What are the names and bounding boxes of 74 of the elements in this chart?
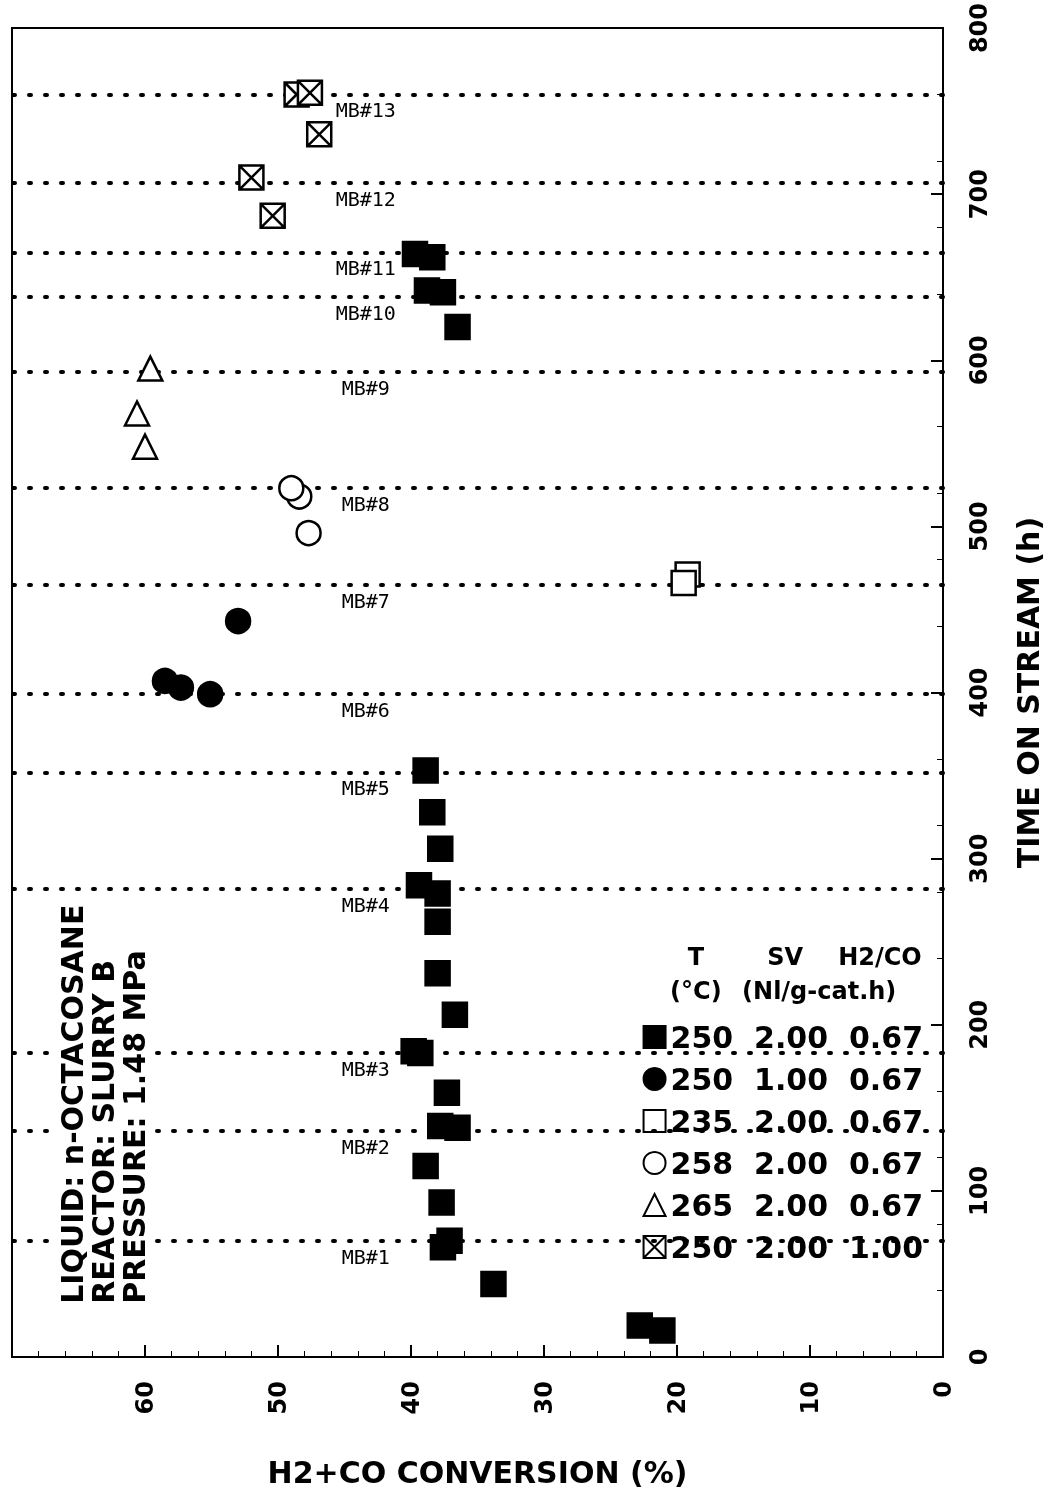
y-tick-label: 0: [965, 1348, 993, 1366]
legend-label: 265 2.00 0.67: [670, 1187, 923, 1223]
point: [238, 164, 265, 191]
x-tick-label: 40: [397, 1381, 425, 1415]
point: [278, 474, 305, 502]
ref-line-label: MB#4: [341, 892, 390, 917]
point: [444, 1114, 471, 1142]
point: [428, 1189, 455, 1216]
point: [151, 667, 179, 695]
ref-line-label: MB#11: [335, 256, 396, 281]
y-tick-label: 700: [965, 169, 993, 220]
point: [436, 1227, 463, 1254]
ref-line-label: MB#13: [335, 98, 396, 123]
legend-label: 250 1.00 0.67: [670, 1061, 923, 1097]
point: [259, 202, 286, 230]
point: [626, 1312, 654, 1339]
annotation: H2/CO: [838, 943, 922, 971]
y-tick-label: 500: [965, 501, 993, 552]
point: [444, 313, 471, 341]
x-tick-label: 10: [796, 1381, 824, 1415]
x-tick-label: 50: [264, 1381, 292, 1415]
point: [419, 798, 446, 826]
point: [131, 433, 159, 460]
x-tick-label: 0: [929, 1381, 957, 1398]
ref-line-label: MB#3: [341, 1057, 390, 1081]
annotation: SV: [767, 943, 804, 971]
point: [407, 1039, 434, 1067]
point: [424, 908, 451, 936]
y-tick-label: 800: [965, 2, 993, 54]
point: [424, 960, 451, 987]
ref-line-label: MB#6: [341, 698, 390, 723]
ref-line-label: MB#8: [341, 492, 390, 517]
point: [295, 519, 322, 547]
ref-line-label: MB#1: [341, 1244, 390, 1269]
point: [433, 1079, 461, 1107]
point: [424, 880, 451, 907]
annotation: PRESSURE: 1.48 MPa: [116, 950, 152, 1304]
point: [427, 835, 454, 862]
annotation: LIQUID: n-OCTACOSANE: [54, 904, 90, 1304]
point: [412, 1152, 439, 1180]
y-tick-label: 600: [965, 335, 993, 386]
point: [305, 121, 333, 148]
y-tick-label: 300: [965, 833, 993, 884]
annotation: (°C): [670, 977, 722, 1005]
ref-line-label: MB#5: [341, 776, 390, 801]
annotation: (Nl/g-cat.h): [742, 977, 897, 1005]
point: [480, 1270, 507, 1298]
point: [412, 757, 439, 784]
point: [670, 569, 697, 597]
ref-line-label: MB#7: [341, 588, 390, 613]
ref-line-label: MB#9: [341, 375, 390, 400]
x-tick-label: 30: [530, 1381, 558, 1415]
point: [429, 278, 457, 306]
x-tick-label: 60: [131, 1381, 159, 1415]
point: [123, 400, 151, 427]
y-tick-label: 100: [965, 1165, 993, 1216]
x-axis-title: H2+CO CONVERSION (%): [267, 1454, 688, 1490]
point: [224, 607, 252, 635]
legend-label: 250 2.00 0.67: [670, 1019, 923, 1055]
ref-line-label: MB#12: [335, 186, 396, 211]
point: [137, 355, 164, 382]
annotation: T: [687, 943, 705, 971]
legend-label: 258 2.00 0.67: [670, 1145, 923, 1181]
legend-label: 250 2.00 1.00: [670, 1229, 923, 1265]
legend-label: 235 2.00 0.67: [670, 1103, 923, 1139]
point: [441, 1001, 469, 1029]
point: [419, 244, 446, 271]
y-tick-label: 400: [965, 667, 993, 718]
ref-line-label: MB#10: [335, 301, 396, 326]
y-axis-title: TIME ON STREAM (h): [1010, 516, 1046, 869]
ref-line-label: MB#2: [341, 1135, 390, 1160]
x-tick-label: 20: [663, 1381, 691, 1415]
point: [196, 680, 224, 708]
y-tick-label: 200: [965, 999, 993, 1050]
